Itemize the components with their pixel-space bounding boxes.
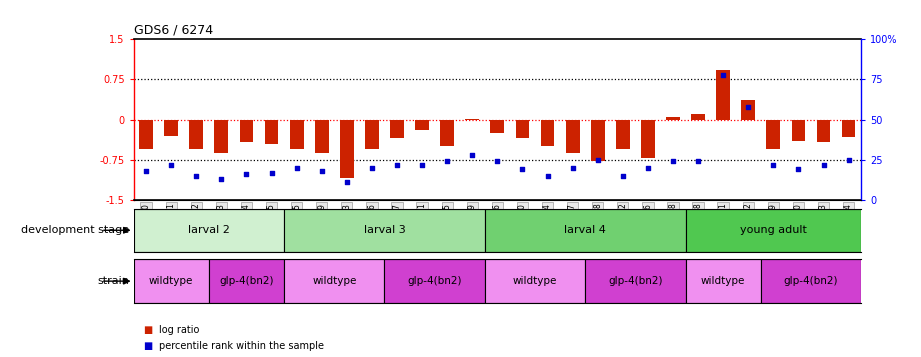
Point	[590, 157, 605, 163]
Text: glp-4(bn2): glp-4(bn2)	[219, 276, 274, 286]
Point	[691, 159, 705, 164]
Point	[440, 159, 455, 164]
Point	[214, 176, 228, 182]
Text: wildtype: wildtype	[701, 276, 745, 286]
Bar	[134, 209, 284, 252]
Point	[740, 104, 755, 110]
Bar	[164, 120, 178, 136]
Text: strain: strain	[97, 276, 129, 286]
Text: larval 3: larval 3	[364, 225, 405, 235]
Bar	[134, 259, 209, 303]
Point	[189, 173, 204, 178]
Bar	[440, 120, 454, 146]
Point	[540, 173, 554, 178]
Bar	[139, 120, 153, 149]
Bar	[565, 120, 579, 153]
Text: wildtype: wildtype	[149, 276, 193, 286]
Bar	[391, 120, 404, 138]
Bar	[585, 259, 685, 303]
Bar	[465, 119, 479, 120]
Bar	[641, 120, 655, 158]
Bar	[685, 209, 861, 252]
Point	[465, 152, 480, 158]
Point	[640, 165, 655, 171]
Point	[615, 173, 630, 178]
Bar	[384, 259, 484, 303]
Bar	[484, 259, 585, 303]
Bar	[541, 120, 554, 146]
Bar	[685, 259, 761, 303]
Point	[490, 159, 505, 164]
Bar	[616, 120, 630, 149]
Point	[666, 159, 681, 164]
Bar	[717, 70, 730, 120]
Text: log ratio: log ratio	[159, 325, 200, 335]
Bar	[340, 120, 354, 178]
Bar	[842, 120, 856, 137]
Bar	[766, 120, 780, 149]
Bar	[290, 120, 304, 149]
Bar	[741, 100, 755, 120]
Bar	[691, 114, 705, 120]
Text: larval 2: larval 2	[188, 225, 229, 235]
Text: wildtype: wildtype	[513, 276, 557, 286]
Text: glp-4(bn2): glp-4(bn2)	[784, 276, 838, 286]
Bar	[761, 259, 861, 303]
Point	[791, 166, 806, 172]
Point	[239, 171, 254, 177]
Bar	[215, 120, 228, 153]
Bar	[239, 120, 253, 142]
Point	[816, 162, 831, 167]
Bar	[817, 120, 831, 142]
Text: GDS6 / 6274: GDS6 / 6274	[134, 24, 213, 37]
Bar	[791, 120, 805, 141]
Point	[139, 168, 154, 174]
Text: development stage: development stage	[21, 225, 129, 235]
Point	[365, 165, 379, 171]
Bar	[315, 120, 329, 153]
Bar	[190, 120, 204, 149]
Point	[716, 72, 730, 77]
Bar	[516, 120, 530, 138]
Point	[289, 165, 304, 171]
Text: young adult: young adult	[740, 225, 807, 235]
Point	[515, 166, 530, 172]
Bar	[666, 117, 680, 120]
Bar	[491, 120, 504, 133]
Bar	[284, 259, 384, 303]
Bar	[415, 120, 429, 130]
Bar	[590, 120, 604, 161]
Point	[340, 179, 355, 185]
Point	[766, 162, 781, 167]
Bar	[209, 259, 284, 303]
Point	[264, 170, 279, 176]
Point	[841, 157, 856, 163]
Point	[314, 168, 329, 174]
Text: ■: ■	[143, 325, 152, 335]
Text: larval 4: larval 4	[565, 225, 606, 235]
Text: percentile rank within the sample: percentile rank within the sample	[159, 341, 324, 351]
Point	[414, 162, 429, 167]
Bar	[484, 209, 685, 252]
Bar	[264, 120, 278, 144]
Text: glp-4(bn2): glp-4(bn2)	[407, 276, 461, 286]
Point	[390, 162, 404, 167]
Bar	[365, 120, 379, 149]
Text: glp-4(bn2): glp-4(bn2)	[608, 276, 662, 286]
Bar	[284, 209, 484, 252]
Text: ■: ■	[143, 341, 152, 351]
Point	[164, 162, 179, 167]
Point	[565, 165, 580, 171]
Text: wildtype: wildtype	[312, 276, 356, 286]
